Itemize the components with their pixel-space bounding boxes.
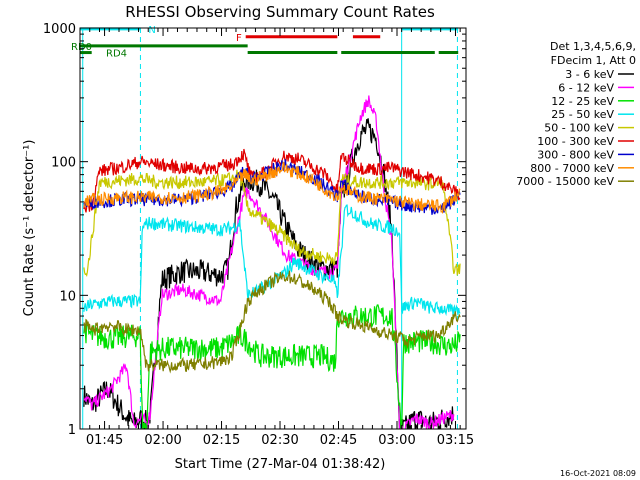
series-line-9 bbox=[83, 270, 461, 374]
plot-area-frame bbox=[79, 27, 467, 430]
y-tick-label: 1000 bbox=[43, 22, 76, 37]
x-tick-label: 02:45 bbox=[320, 433, 357, 448]
legend-entry-label: 12 - 25 keV bbox=[551, 95, 614, 108]
x-tick-label: 03:00 bbox=[378, 433, 415, 448]
flag-label: RD4 bbox=[106, 49, 127, 60]
y-tick-label: 1 bbox=[68, 423, 76, 438]
y-axis-label: Count Rate (s⁻¹ detector⁻¹) bbox=[22, 140, 37, 317]
legend-header-line: Det 1,3,4,5,6,9, bbox=[550, 40, 636, 53]
legend-entry-label: 6 - 12 keV bbox=[558, 81, 614, 94]
x-axis-label: Start Time (27-Mar-04 01:38:42) bbox=[175, 457, 386, 472]
y-tick-label: 10 bbox=[59, 289, 76, 304]
flag-label: N bbox=[148, 25, 155, 36]
flag-label: RD0 bbox=[71, 42, 92, 53]
legend-header-line: FDecim 1, Att 0 bbox=[551, 54, 636, 67]
legend-entry-label: 3 - 6 keV bbox=[565, 68, 614, 81]
series-line-8 bbox=[83, 161, 461, 214]
legend-entry-label: 300 - 800 keV bbox=[537, 148, 614, 161]
chart-title: RHESSI Observing Summary Count Rates bbox=[125, 3, 435, 21]
x-tick-label: 02:30 bbox=[261, 433, 298, 448]
legend-entry-label: 800 - 7000 keV bbox=[530, 162, 614, 175]
date-stamp: 16-Oct-2021 08:09 bbox=[560, 469, 636, 478]
series-line-6 bbox=[83, 148, 461, 213]
legend-entry-label: 25 - 50 keV bbox=[551, 108, 614, 121]
flag-label: F bbox=[236, 33, 242, 44]
legend: Det 1,3,4,5,6,9,FDecim 1, Att 03 - 6 keV… bbox=[516, 40, 636, 188]
legend-entry-label: 100 - 300 keV bbox=[537, 135, 614, 148]
y-tick-label: 100 bbox=[51, 156, 76, 171]
x-tick-label: 01:45 bbox=[86, 433, 123, 448]
legend-entry-label: 50 - 100 keV bbox=[544, 122, 614, 135]
legend-entry-label: 7000 - 15000 keV bbox=[516, 175, 614, 188]
x-tick-label: 02:15 bbox=[203, 433, 240, 448]
series-line-5 bbox=[83, 169, 461, 278]
x-tick-label: 03:15 bbox=[437, 433, 474, 448]
x-tick-label: 02:00 bbox=[144, 433, 181, 448]
